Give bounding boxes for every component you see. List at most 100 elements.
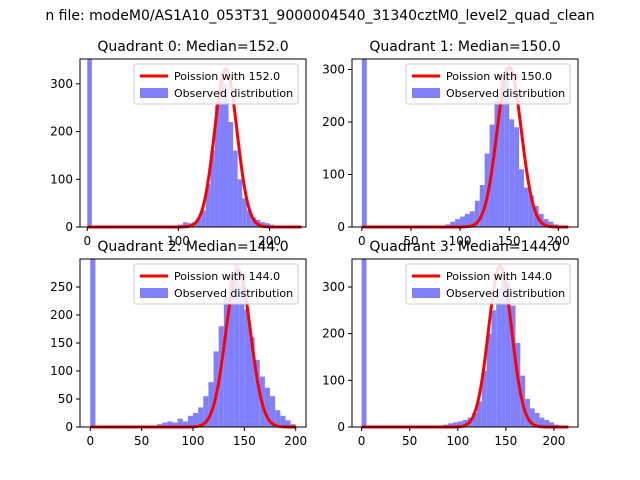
x-tick-label: 150 [494,434,517,448]
histogram-bar [260,222,265,227]
y-tick-label: 100 [50,172,73,186]
histogram-bar [474,200,480,227]
histogram-bar [270,396,276,427]
x-tick-label: 0 [86,434,94,448]
histogram-bar [162,422,168,427]
histogram-bar [249,337,255,427]
histogram-bar [223,83,229,228]
histogram-bar [237,179,243,227]
histogram-bar [361,59,367,227]
legend-label: Observed distribution [446,287,565,300]
histogram-bar [285,420,291,427]
x-tick-label: 100 [167,234,190,248]
histogram-bar [87,59,92,227]
y-tick-label: 0 [337,220,345,234]
legend-box [133,263,299,305]
figure-suptitle: n file: modeM0/AS1A10_053T31_9000004540_… [45,8,594,24]
histogram-bar [523,187,529,227]
y-tick-label: 0 [65,420,73,434]
legend-label: Poission with 150.0 [446,70,552,83]
x-tick-label: 100 [449,234,472,248]
histogram-bar [504,66,510,227]
x-tick-label: 200 [258,234,281,248]
legend-box [405,63,571,105]
legend-label: Poission with 152.0 [174,70,280,83]
legend-label: Poission with 144.0 [174,270,280,283]
legend-label: Observed distribution [174,287,293,300]
histogram-bar [275,410,281,427]
legend: Poission with 144.0 Observed distribution [405,263,571,305]
y-tick-label: 0 [337,420,345,434]
histogram-bar [548,221,554,227]
histogram-bar [472,413,478,427]
histogram-bar [196,217,202,227]
histogram-bar [448,423,453,427]
histogram-bar [457,421,463,427]
panel-title: Quadrant 0: Median=152.0 [97,39,288,55]
x-tick-label: 200 [543,434,566,448]
histogram-bar [210,150,215,227]
y-tick-label: 300 [322,280,345,294]
axes-frame [351,258,579,428]
y-tick-label: 200 [322,115,345,129]
quadrant-panel-2: Quadrant 2: Median=144.0 0 50 100 150 200 0 50 1… [50,239,307,448]
quadrant-panel-3: Quadrant 3: Median=144.0 0 50 100 150 200 0 100… [322,239,579,448]
histogram-bar [198,407,204,427]
histogram-bar [280,415,286,427]
y-tick-label: 200 [50,125,73,139]
histogram-bar [505,282,511,427]
histogram-bar [539,417,545,427]
x-tick-label: 0 [358,234,366,248]
panel-title: Quadrant 3: Median=144.0 [369,239,560,255]
histogram-bar [469,211,475,227]
histogram-bar [481,371,487,427]
histogram-bar [510,305,516,427]
panel-title: Quadrant 2: Median=144.0 [97,239,288,255]
x-tick-label: 100 [446,434,469,448]
y-tick-label: 100 [322,373,345,387]
x-tick-label: 200 [284,434,307,448]
histogram-bar [182,222,188,227]
histogram-bar [246,210,252,227]
quadrant-panel-0: Quadrant 0: Median=152.0 0 100 200 0 100 200 30… [50,39,307,248]
histogram-bar [254,359,260,427]
histogram-bar [239,284,245,427]
histogram-bar [534,413,540,427]
histogram-bar [460,216,465,227]
histogram-bar [544,420,550,427]
legend-label: Poission with 144.0 [446,270,552,283]
y-tick-label: 0 [65,220,73,234]
x-tick-label: 50 [402,434,417,448]
histogram-bar [242,198,247,227]
histogram-bar [501,273,506,427]
histogram-bar [529,408,535,427]
x-tick-label: 0 [358,434,366,448]
histogram-bar [496,289,502,427]
histogram-bar [264,223,270,227]
y-tick-label: 50 [58,392,73,406]
x-tick-label: 200 [547,234,570,248]
histogram-bar [264,387,271,427]
y-tick-label: 100 [322,168,345,182]
histogram-bar [494,101,500,227]
histogram-bar [477,401,482,427]
histogram-bar [528,195,534,227]
axes-frame [351,58,579,228]
y-tick-label: 200 [50,308,73,322]
legend: Poission with 150.0 Observed distribution [405,63,571,105]
histogram-bar [219,79,224,227]
histogram-bar [228,275,235,427]
quadrant-panel-1: Quadrant 1: Median=150.0 0 50 100 150 200 0 100… [322,39,579,248]
y-tick-label: 300 [322,63,345,77]
histogram-bar [214,105,220,227]
x-tick-label: 150 [498,234,521,248]
panel-title: Quadrant 1: Median=150.0 [369,39,560,55]
histogram-bar [499,74,505,227]
x-tick-label: 50 [134,434,149,448]
histogram-bar [455,219,461,227]
histogram-bar [519,169,524,227]
histogram-bar [509,119,515,227]
histogram-bar [549,422,554,427]
histogram-bar [491,310,497,427]
